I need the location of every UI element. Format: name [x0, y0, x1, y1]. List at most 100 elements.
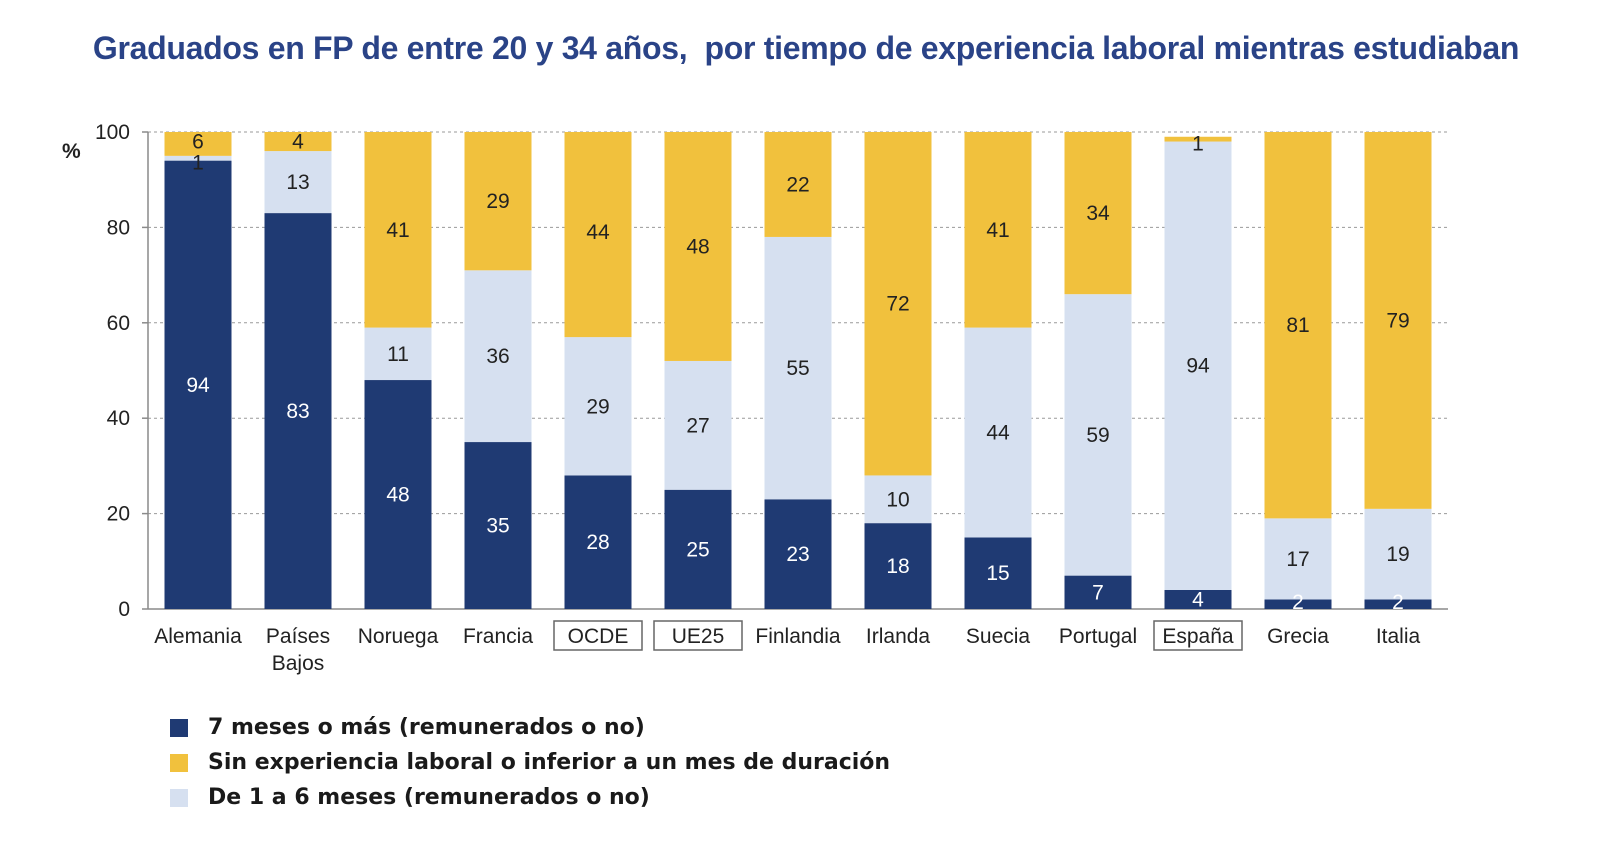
bar-segment	[1264, 518, 1332, 600]
data-label: 59	[1086, 424, 1109, 447]
legend-item: 7 meses o más (remunerados o no)	[170, 710, 890, 745]
stacked-bar-chart: 020406080100%9416Alemania83134PaísesBajo…	[62, 121, 1448, 675]
bar-segment	[1364, 508, 1432, 600]
legend-swatch	[170, 753, 188, 772]
data-label: 19	[1386, 543, 1409, 566]
x-tick-label: Países	[266, 625, 330, 648]
bar-segment	[464, 132, 532, 271]
data-label: 35	[486, 515, 509, 538]
x-tick-label: Grecia	[1267, 625, 1329, 648]
data-label: 4	[292, 131, 304, 154]
chart-title: Graduados en FP de entre 20 y 34 años, p…	[92, 30, 1520, 66]
bar-segment	[364, 327, 432, 381]
bar-segment	[864, 132, 932, 476]
bar-segment	[764, 236, 832, 500]
bar-segment	[264, 132, 332, 152]
y-tick-label: 80	[107, 216, 130, 239]
data-label: 36	[486, 345, 509, 368]
bar-segment	[764, 499, 832, 609]
data-label: 48	[386, 484, 409, 507]
data-label: 18	[886, 555, 909, 578]
bar-segment	[1364, 132, 1432, 509]
bar-segment	[964, 327, 1032, 538]
category-highlight-box	[553, 620, 643, 651]
x-tick-label: Irlanda	[866, 625, 931, 648]
bar-segment	[364, 132, 432, 328]
data-label: 72	[886, 293, 909, 316]
x-tick-label: Noruega	[358, 625, 439, 648]
data-label: 34	[1086, 202, 1110, 225]
bar-segment	[1164, 141, 1232, 590]
data-label: 23	[786, 543, 809, 566]
legend-item: De 1 a 6 meses (remunerados o no)	[170, 780, 890, 815]
data-label: 1	[192, 152, 204, 175]
bar-segment	[564, 475, 632, 609]
bar-segment	[664, 132, 732, 361]
data-label: 48	[686, 235, 709, 258]
bar-segment	[1064, 294, 1132, 576]
x-tick-label: Francia	[463, 625, 533, 648]
data-label: 27	[686, 414, 709, 437]
bar-segment	[1064, 132, 1132, 295]
bar-segment	[564, 132, 632, 338]
bar-segment	[664, 360, 732, 490]
data-label: 79	[1386, 309, 1409, 332]
y-axis-label: %	[62, 140, 81, 163]
y-tick-label: 60	[107, 312, 130, 335]
x-tick-label: Finlandia	[755, 625, 841, 648]
bar-segment	[464, 270, 532, 443]
bar-segment	[1264, 599, 1332, 609]
data-label: 81	[1286, 314, 1309, 337]
data-label: 29	[486, 190, 509, 213]
data-label: 15	[986, 562, 1009, 585]
data-label: 7	[1092, 581, 1104, 604]
data-label: 2	[1392, 591, 1404, 614]
bar-segment	[1064, 575, 1132, 609]
bar-segment	[1164, 589, 1232, 609]
legend-label: De 1 a 6 meses (remunerados o no)	[208, 785, 650, 810]
data-label: 1	[1192, 133, 1204, 156]
y-tick-label: 100	[95, 121, 130, 144]
bar-segment	[864, 523, 932, 609]
data-label: 44	[986, 422, 1010, 445]
y-tick-label: 0	[118, 598, 130, 621]
data-label: 83	[286, 400, 309, 423]
data-label: 6	[192, 131, 204, 154]
bar-segment	[364, 380, 432, 609]
data-label: 25	[686, 538, 709, 561]
data-label: 41	[986, 219, 1009, 242]
data-label: 22	[786, 173, 809, 196]
x-tick-label: Italia	[1376, 625, 1421, 648]
category-highlight-box	[653, 620, 743, 651]
data-label: 41	[386, 219, 409, 242]
data-label: 94	[1186, 355, 1210, 378]
legend-swatch	[170, 788, 188, 807]
bar-segment	[164, 160, 232, 609]
data-label: 4	[1192, 588, 1204, 611]
bar-segment	[1364, 599, 1432, 609]
legend: 7 meses o más (remunerados o no) Sin exp…	[170, 710, 890, 815]
bar-segment	[264, 213, 332, 609]
data-label: 17	[1286, 548, 1309, 571]
legend-label: 7 meses o más (remunerados o no)	[208, 715, 645, 740]
y-tick-label: 40	[107, 407, 130, 430]
legend-item: Sin experiencia laboral o inferior a un …	[170, 745, 890, 780]
legend-label: Sin experiencia laboral o inferior a un …	[208, 750, 891, 775]
bar-segment	[764, 132, 832, 237]
bar-segment	[1164, 136, 1232, 142]
category-highlight-box	[1153, 620, 1243, 651]
x-tick-label: UE25	[672, 625, 725, 648]
legend-swatch	[170, 718, 188, 737]
data-label: 2	[1292, 591, 1304, 614]
x-tick-label: Suecia	[966, 625, 1031, 648]
data-label: 44	[586, 221, 610, 244]
x-tick-label: España	[1162, 625, 1234, 648]
y-tick-label: 20	[107, 503, 130, 526]
bar-segment	[164, 132, 232, 156]
bar-segment	[164, 155, 232, 161]
data-label: 10	[886, 488, 909, 511]
x-tick-label: Alemania	[154, 625, 242, 648]
bar-segment	[264, 151, 332, 214]
data-label: 29	[586, 395, 609, 418]
bar-segment	[664, 489, 732, 609]
